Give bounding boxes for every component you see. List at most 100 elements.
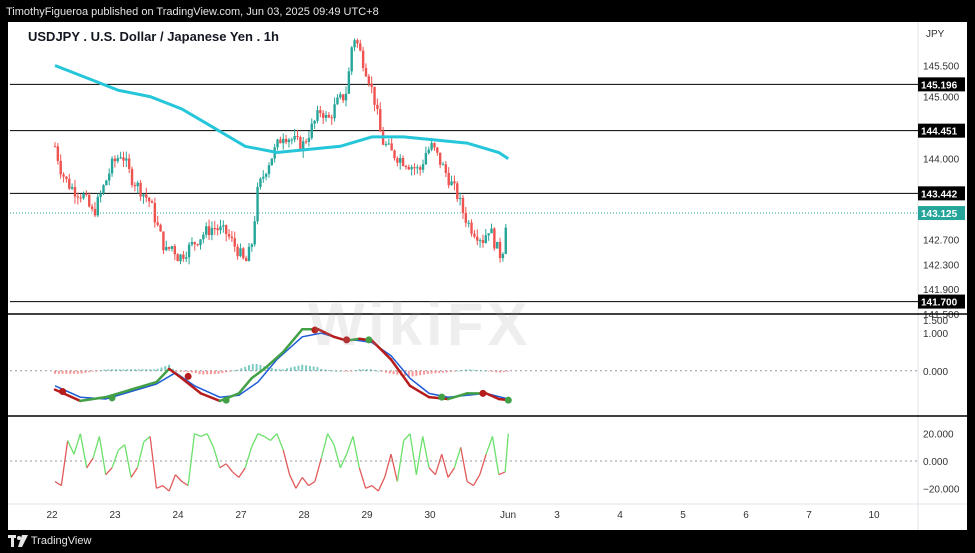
candle-body-67 xyxy=(244,258,248,262)
osc-line-segment-70 xyxy=(498,471,506,476)
osc-line-segment-39 xyxy=(301,477,310,486)
macd-hist-bar-51 xyxy=(248,365,251,371)
macd-hist-bar-108 xyxy=(464,369,467,371)
osc-line-segment-11 xyxy=(124,444,132,478)
osc-line-segment-41 xyxy=(314,458,322,482)
candle-body-133 xyxy=(433,143,436,148)
macd-hist-bar-27 xyxy=(156,368,159,371)
macd-hist-bar-38 xyxy=(198,370,201,375)
osc-line-segment-60 xyxy=(434,453,443,475)
candle-body-156 xyxy=(498,241,502,259)
osc-line-segment-17 xyxy=(162,485,170,492)
candle-body-84 xyxy=(293,135,296,140)
price-tick-label-6: 141.900 xyxy=(923,285,960,296)
macd-hist-bar-4 xyxy=(69,370,72,374)
candle-body-36 xyxy=(156,222,159,225)
macd-hist-bar-109 xyxy=(468,369,471,371)
candle-body-150 xyxy=(481,240,485,244)
candle-body-10 xyxy=(82,193,85,199)
macd-hist-bar-110 xyxy=(472,369,475,371)
macd-hist-bar-21 xyxy=(133,369,136,371)
candle-body-102 xyxy=(344,93,348,101)
candle-body-111 xyxy=(370,83,373,87)
macd-hist-bar-44 xyxy=(221,370,224,374)
osc-line-segment-50 xyxy=(371,485,379,492)
macd-line-segment-7 xyxy=(199,392,222,403)
candle-body-154 xyxy=(493,228,496,249)
candle-body-42 xyxy=(173,246,177,255)
candle-body-87 xyxy=(302,141,305,151)
macd-hist-bar-75 xyxy=(339,370,342,372)
candle-body-144 xyxy=(464,212,468,223)
candle-body-29 xyxy=(136,182,139,187)
osc-line-segment-16 xyxy=(156,485,164,489)
candle-body-55 xyxy=(210,228,214,236)
macd-hist-bar-98 xyxy=(426,370,429,374)
candle-body-75 xyxy=(267,165,271,174)
macd-hist-bar-73 xyxy=(331,370,334,372)
macd-hist-bar-7 xyxy=(80,370,83,374)
candle-body-1 xyxy=(56,146,60,161)
macd-hist-bar-41 xyxy=(209,370,212,375)
macd-hist-bar-3 xyxy=(65,370,68,374)
macd-hist-bar-112 xyxy=(480,370,483,372)
macd-hist-bar-36 xyxy=(190,370,193,373)
candle-body-65 xyxy=(239,248,242,257)
candle-body-143 xyxy=(461,197,465,213)
macd-hist-bar-87 xyxy=(384,370,387,373)
macd-line-segment-1 xyxy=(79,395,107,403)
candle-body-149 xyxy=(478,240,482,242)
osc-line-segment-63 xyxy=(453,447,462,469)
macd-hist-bar-111 xyxy=(476,370,479,371)
candle-body-105 xyxy=(353,40,356,48)
macd-hist-bar-64 xyxy=(297,365,300,371)
candle-body-129 xyxy=(421,164,425,170)
macd-hist-bar-25 xyxy=(149,369,152,371)
osc-line-segment-64 xyxy=(460,447,468,482)
chart-area[interactable]: 145.196 144.451 143.442 141.700 145.500 145.0… xyxy=(8,22,967,530)
macd-hist-bar-17 xyxy=(118,369,121,371)
candle-body-120 xyxy=(396,158,399,163)
candle-body-94 xyxy=(321,113,325,118)
macd-hist-bar-6 xyxy=(76,370,79,374)
candle-body-13 xyxy=(90,206,94,210)
candle-body-16 xyxy=(99,193,102,197)
macd-cross-point-6 xyxy=(365,336,373,344)
candle-body-78 xyxy=(276,139,279,148)
price-tick-label-1: 145.500 xyxy=(923,61,960,72)
time-tick-label-12: 7 xyxy=(806,510,812,521)
candle-body-158 xyxy=(504,227,507,254)
osc-line-segment-3 xyxy=(73,433,81,455)
osc-line-segment-42 xyxy=(320,433,329,459)
candle-body-122 xyxy=(401,158,405,166)
macd-hist-bar-54 xyxy=(259,364,262,371)
osc-line-segment-23 xyxy=(200,433,208,437)
osc-line-segment-10 xyxy=(117,444,126,451)
macd-line-segment-6 xyxy=(180,377,203,395)
macd-hist-bar-106 xyxy=(457,370,460,372)
candle-body-88 xyxy=(304,141,308,143)
candle-body-145 xyxy=(467,222,470,224)
osc-line-segment-51 xyxy=(377,477,386,492)
macd-hist-bar-22 xyxy=(137,369,140,371)
osc-line-segment-47 xyxy=(352,436,360,468)
chart-title: USDJPY . U.S. Dollar / Japanese Yen . 1h xyxy=(28,29,279,44)
candle-body-47 xyxy=(187,244,191,258)
time-tick-label-2: 24 xyxy=(172,510,184,521)
candle-body-108 xyxy=(361,50,365,68)
tradingview-logo-icon xyxy=(8,535,28,548)
candle-body-151 xyxy=(484,235,488,244)
price-tick-label-4: 142.700 xyxy=(923,235,960,246)
chart-canvas[interactable]: 145.196 144.451 143.442 141.700 145.500 145.0… xyxy=(8,22,967,530)
candle-body-80 xyxy=(282,138,285,144)
candle-body-121 xyxy=(399,158,402,163)
candle-body-61 xyxy=(227,234,231,237)
candle-body-52 xyxy=(202,234,205,240)
candle-body-114 xyxy=(379,109,382,132)
macd-hist-bar-95 xyxy=(415,370,418,376)
time-tick-label-0: 22 xyxy=(46,510,58,521)
macd-hist-bar-117 xyxy=(499,370,502,373)
candle-body-45 xyxy=(182,254,185,259)
candle-body-50 xyxy=(196,244,199,246)
candle-body-81 xyxy=(284,138,288,143)
